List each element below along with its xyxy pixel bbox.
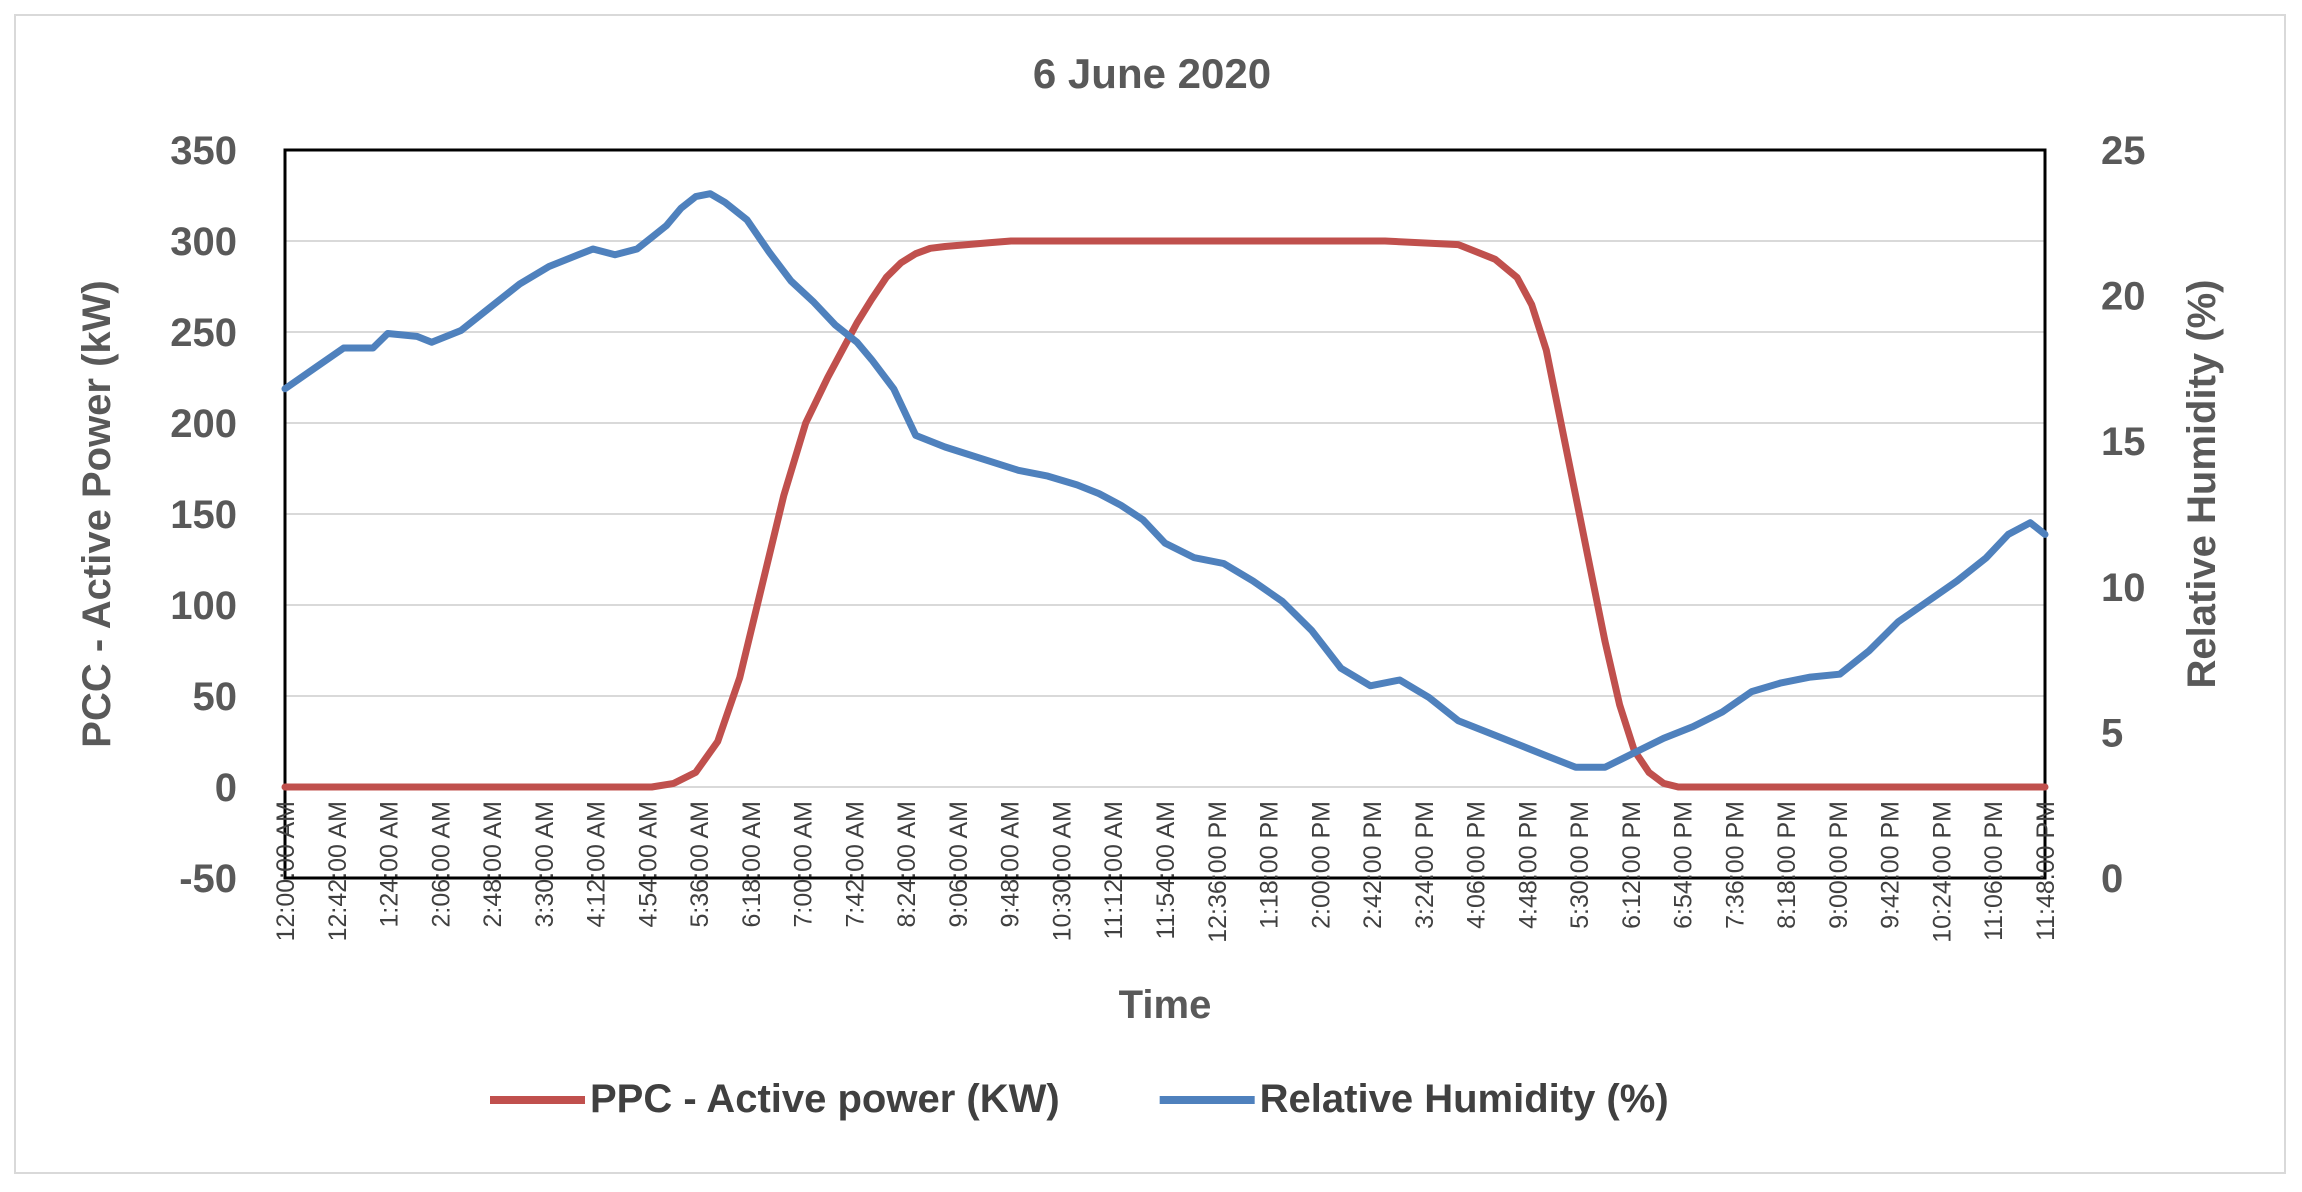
chart-frame <box>14 14 2286 1174</box>
x-tick-label: 10:30:00 AM <box>1048 801 1076 941</box>
y-tick-label: 350 <box>170 129 237 173</box>
x-tick-label: 3:30:00 AM <box>531 801 559 927</box>
x-tick-label: 12:36:00 PM <box>1204 801 1232 943</box>
x-tick-label: 2:06:00 AM <box>427 801 455 927</box>
legend-label: PPC - Active power (KW) <box>590 1077 1060 1121</box>
x-tick-label: 9:42:00 PM <box>1877 801 1905 929</box>
x-tick-label: 1:24:00 AM <box>376 801 404 927</box>
y2-tick-label: 5 <box>2101 711 2123 755</box>
y-tick-label: 100 <box>170 584 237 628</box>
series-layer <box>281 190 2049 791</box>
y2-tick-label: 20 <box>2101 275 2146 319</box>
y-tick-label: 50 <box>193 675 238 719</box>
x-tick-label: 8:24:00 AM <box>893 801 921 927</box>
legend-label: Relative Humidity (%) <box>1260 1077 1669 1121</box>
x-tick-label: 6:54:00 PM <box>1670 801 1698 929</box>
x-tick-label: 2:48:00 AM <box>479 801 507 927</box>
chart-title: 6 June 2020 <box>1033 50 1271 97</box>
gridlines <box>285 149 2045 879</box>
x-tick-label: 4:54:00 AM <box>634 801 662 927</box>
series-line <box>281 190 2049 771</box>
x-tick-label: 5:30:00 PM <box>1566 801 1594 929</box>
x-tick-label: 4:12:00 AM <box>583 801 611 927</box>
x-axis-ticks: 12:00:00 AM 12:42:00 AM 1:24:00 AM 2:06:00 … <box>272 801 2060 943</box>
y2-tick-label: 15 <box>2101 420 2146 464</box>
x-tick-label: 9:00:00 PM <box>1825 801 1853 929</box>
x-tick-label: 4:48:00 PM <box>1514 801 1542 929</box>
y-tick-label: 150 <box>170 493 237 537</box>
y-axis-label: PCC - Active Power (kW) <box>75 280 119 747</box>
x-tick-label: 12:42:00 AM <box>324 801 352 941</box>
x-tick-label: 11:12:00 AM <box>1100 801 1128 940</box>
x-tick-label: 11:48:00 PM <box>2032 801 2060 941</box>
right-axis-ticks: 0 5 10 15 20 25 <box>2101 129 2146 901</box>
y-tick-label: -50 <box>179 857 237 901</box>
left-axis-ticks: -50 0 50 100 150 200 250 300 350 <box>170 129 237 901</box>
y2-tick-label: 25 <box>2101 129 2146 173</box>
x-tick-label: 3:24:00 PM <box>1411 801 1439 929</box>
y2-axis-label: Relative Humidity (%) <box>2180 280 2224 689</box>
x-tick-label: 7:00:00 AM <box>790 801 818 927</box>
series-line <box>281 237 2049 791</box>
x-axis-label: Time <box>1119 983 1212 1027</box>
y-tick-label: 0 <box>215 766 237 810</box>
x-tick-label: 5:36:00 AM <box>686 801 714 927</box>
x-tick-label: 9:48:00 AM <box>997 801 1025 927</box>
x-tick-label: 11:54:00 AM <box>1152 801 1180 940</box>
x-tick-label: 6:12:00 PM <box>1618 801 1646 929</box>
x-tick-label: 4:06:00 PM <box>1463 801 1491 929</box>
legend: PPC - Active power (KW) Relative Humidity… <box>490 1077 1669 1121</box>
y-tick-label: 250 <box>170 311 237 355</box>
x-tick-label: 9:06:00 AM <box>945 801 973 927</box>
x-tick-label: 1:18:00 PM <box>1256 801 1284 929</box>
x-tick-label: 12:00:00 AM <box>272 801 300 941</box>
y2-tick-label: 0 <box>2101 857 2123 901</box>
x-tick-label: 7:36:00 PM <box>1721 801 1749 929</box>
x-tick-label: 8:18:00 PM <box>1773 801 1801 929</box>
y-tick-label: 200 <box>170 402 237 446</box>
x-tick-label: 11:06:00 PM <box>1980 801 2008 941</box>
y-tick-label: 300 <box>170 220 237 264</box>
x-tick-label: 10:24:00 PM <box>1928 801 1956 943</box>
x-tick-label: 2:00:00 PM <box>1307 801 1335 929</box>
x-tick-label: 6:18:00 AM <box>738 801 766 927</box>
y2-tick-label: 10 <box>2101 566 2146 610</box>
x-tick-label: 2:42:00 PM <box>1359 801 1387 929</box>
plot-area-border <box>283 148 2047 880</box>
x-tick-label: 7:42:00 AM <box>841 801 869 927</box>
